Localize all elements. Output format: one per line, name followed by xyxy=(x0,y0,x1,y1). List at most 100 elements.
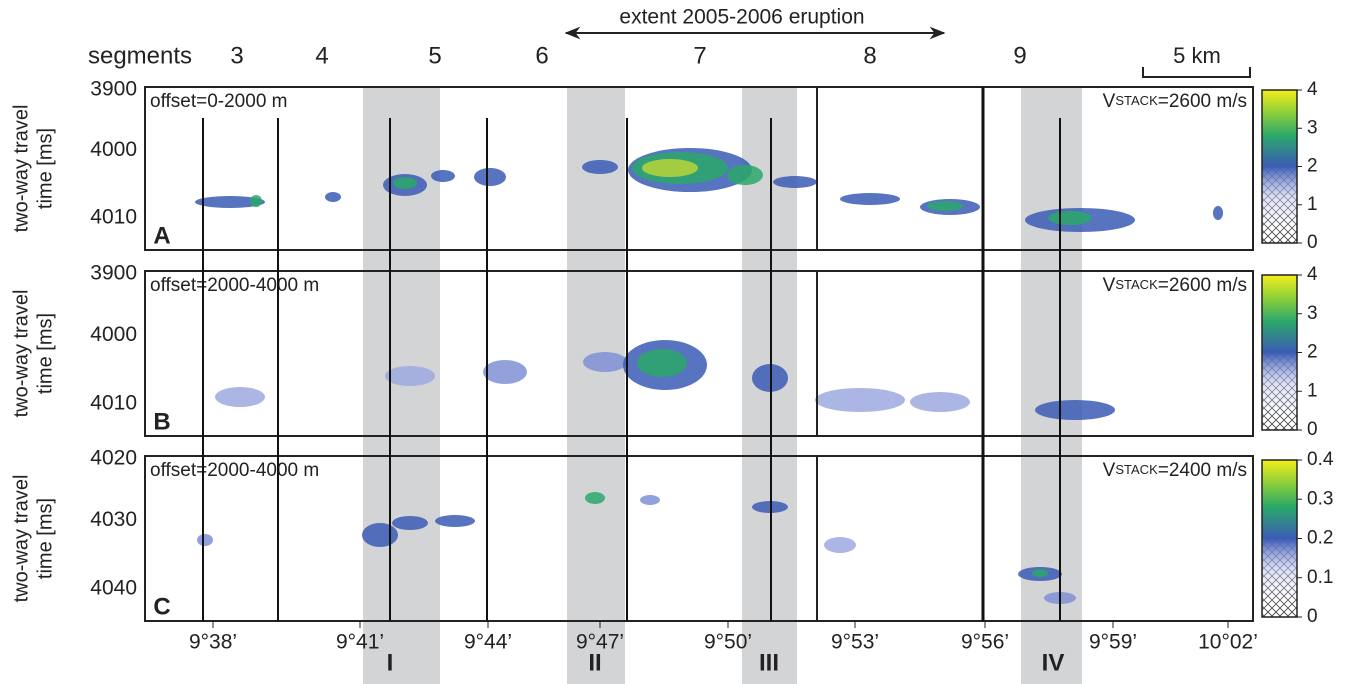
amplitude-patch xyxy=(840,193,900,205)
y-tick-label: 4010 xyxy=(90,392,137,415)
amplitude-patch xyxy=(583,352,627,372)
amplitude-patch xyxy=(325,192,341,202)
velocity-symbol: V xyxy=(1103,460,1116,481)
colorbar-label: 4 xyxy=(1307,79,1318,100)
amplitude-patch xyxy=(824,537,856,553)
x-tick-label: 9°41’ xyxy=(336,631,384,654)
zone-label: II xyxy=(588,649,601,676)
zone-label: III xyxy=(759,649,779,676)
panel-letter: C xyxy=(153,593,170,620)
amplitude-patch xyxy=(1048,211,1092,225)
amplitude-patch xyxy=(640,495,660,505)
colorbar-label: 4 xyxy=(1307,264,1318,285)
colorbar-label: 3 xyxy=(1307,117,1318,138)
y-tick-label: 4040 xyxy=(90,577,137,600)
x-tick-label: 9°56’ xyxy=(961,631,1009,654)
y-tick-label: 4000 xyxy=(90,323,137,346)
colorbar xyxy=(1261,89,1298,244)
velocity-label: VSTACK=2600 m/s xyxy=(1103,275,1247,296)
colorbar-label: 0.4 xyxy=(1307,449,1334,470)
colorbar-label: 2 xyxy=(1307,156,1318,177)
colorbar-label: 2 xyxy=(1307,342,1318,363)
amplitude-patch xyxy=(215,387,265,407)
x-tick-label: 9°50’ xyxy=(704,631,752,654)
colorbar-label: 0.1 xyxy=(1307,567,1333,588)
panel-letter: B xyxy=(153,408,170,435)
velocity-label: VSTACK=2400 m/s xyxy=(1103,460,1247,481)
velocity-value: =2600 m/s xyxy=(1158,275,1247,296)
segment-box xyxy=(816,86,984,251)
eruption-label: extent 2005-2006 eruption xyxy=(619,6,864,29)
scale-bar xyxy=(1142,67,1251,78)
amplitude-patch xyxy=(582,160,618,174)
y-axis-title: time [ms] xyxy=(34,128,56,209)
colorbar-label: 0 xyxy=(1307,606,1318,627)
velocity-subscript: STACK xyxy=(1115,462,1158,477)
colorbar xyxy=(1261,274,1298,431)
y-tick-label: 4020 xyxy=(90,447,137,470)
zone-label: I xyxy=(387,649,394,676)
amplitude-patch xyxy=(585,492,605,504)
x-tick-label: 9°44’ xyxy=(464,631,512,654)
panel-frame xyxy=(144,455,1254,622)
amplitude-patch xyxy=(927,201,963,211)
offset-label: offset=0-2000 m xyxy=(150,91,288,112)
colorbar-label: 1 xyxy=(1307,380,1318,401)
y-tick-label: 4000 xyxy=(90,138,137,161)
y-axis-title: two-way travel xyxy=(10,105,32,233)
velocity-value: =2400 m/s xyxy=(1158,460,1247,481)
segment-number: 7 xyxy=(693,42,706,69)
colorbar-label: 3 xyxy=(1307,303,1318,324)
segment-number: 9 xyxy=(1013,42,1026,69)
y-tick-label: 4010 xyxy=(90,206,137,229)
x-tick-label: 10°02’ xyxy=(1198,631,1258,654)
segment-number: 4 xyxy=(315,42,328,69)
offset-label: offset=2000-4000 m xyxy=(150,460,319,481)
amplitude-patch xyxy=(483,360,527,384)
colorbar-label: 0.3 xyxy=(1307,488,1333,509)
y-tick-label: 3900 xyxy=(90,262,137,285)
amplitude-patch xyxy=(815,388,905,412)
amplitude-patch xyxy=(773,176,817,188)
velocity-label: VSTACK=2600 m/s xyxy=(1103,91,1247,112)
amplitude-patch xyxy=(392,516,428,530)
amplitude-patch xyxy=(250,195,262,207)
segment-number: 3 xyxy=(230,42,243,69)
panel-letter: A xyxy=(153,222,170,249)
amplitude-patch xyxy=(727,165,763,185)
panel-frame xyxy=(144,86,1254,251)
colorbar-label: 0 xyxy=(1307,419,1318,440)
x-tick-label: 9°59’ xyxy=(1089,631,1137,654)
zone-band xyxy=(567,87,625,684)
amplitude-patch xyxy=(197,534,213,546)
amplitude-patch xyxy=(1035,400,1115,420)
x-tick-label: 9°47’ xyxy=(576,631,624,654)
y-axis-title: two-way travel xyxy=(10,475,32,603)
y-axis-title: time [ms] xyxy=(34,498,56,579)
amplitude-patch xyxy=(435,515,475,527)
y-axis-title: time [ms] xyxy=(34,313,56,394)
zone-band xyxy=(1021,87,1082,684)
x-tick-label: 9°53’ xyxy=(831,631,879,654)
segment-box xyxy=(816,270,984,437)
amplitude-patch xyxy=(362,523,398,547)
segments-label: segments xyxy=(88,42,192,69)
velocity-subscript: STACK xyxy=(1115,93,1158,108)
x-tick-label: 9°38’ xyxy=(189,631,237,654)
colorbar-label: 1 xyxy=(1307,194,1318,215)
velocity-symbol: V xyxy=(1103,91,1116,112)
amplitude-patch xyxy=(474,168,506,186)
velocity-subscript: STACK xyxy=(1115,277,1158,292)
segment-number: 5 xyxy=(428,42,441,69)
y-tick-label: 3900 xyxy=(90,78,137,101)
colorbar xyxy=(1261,459,1298,618)
segment-number: 6 xyxy=(535,42,548,69)
segment-number: 8 xyxy=(863,42,876,69)
amplitude-patch xyxy=(1032,569,1048,577)
amplitude-patch xyxy=(910,392,970,412)
amplitude-patch xyxy=(393,177,417,189)
colorbar-label: 0.2 xyxy=(1307,528,1333,549)
panel-frame xyxy=(144,270,1254,437)
